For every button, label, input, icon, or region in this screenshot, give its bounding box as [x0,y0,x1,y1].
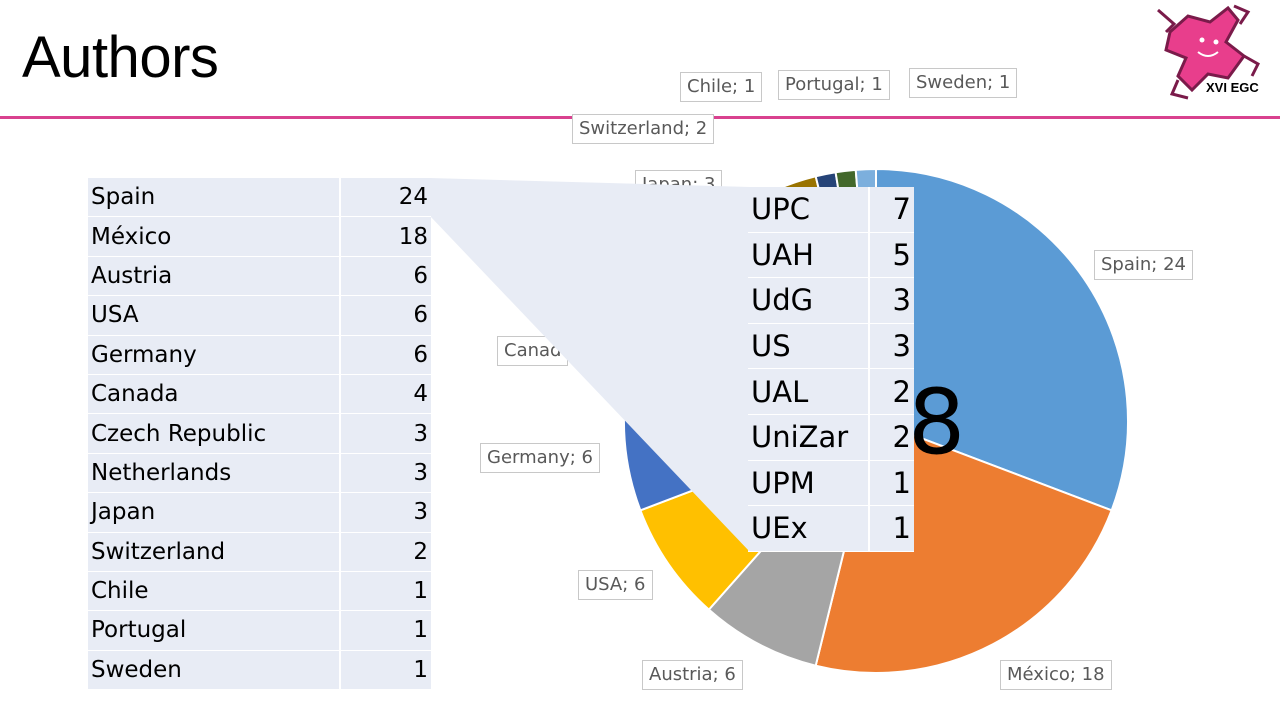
country-name: Austria [88,256,340,297]
table-row: Chile 1 [88,571,431,612]
table-row: USA 6 [88,295,431,336]
country-count: 3 [339,413,431,454]
table-row: UAL 2 [748,368,914,415]
country-name: USA [88,295,340,336]
country-name: Netherlands [88,453,340,494]
university-name: US [748,323,869,370]
country-name: Portugal [88,610,340,651]
country-count: 3 [339,492,431,533]
country-name: Sweden [88,650,340,691]
country-count: 2 [339,532,431,572]
table-row: Germany 6 [88,335,431,375]
table-row: Netherlands 3 [88,453,431,494]
table-row: Sweden 1 [88,650,431,691]
table-row: Austria 6 [88,256,431,297]
university-name: UPM [748,460,869,507]
table-row: Spain 24 [88,178,431,218]
table-row: Czech Republic 3 [88,413,431,454]
university-count: 2 [868,414,914,461]
table-row: UEx 1 [748,505,914,552]
university-name: UniZar [748,414,869,461]
data-label-mexico: México; 18 [1000,660,1112,690]
table-row: UPM 1 [748,460,914,507]
table-row: US 3 [748,323,914,370]
data-label-spain: Spain; 24 [1094,250,1193,280]
table-row: UPC 7 [748,187,914,233]
university-name: UAL [748,368,869,415]
university-count: 3 [868,323,914,370]
table-row: Japan 3 [88,492,431,533]
data-label-usa: USA; 6 [578,570,653,600]
country-table: Spain 24 México 18 Austria 6 USA 6 Germany 6 … [88,178,431,691]
university-count: 5 [868,232,914,279]
country-count: 1 [339,571,431,612]
country-name: Spain [88,178,340,218]
data-label-sweden: Sweden; 1 [909,68,1018,98]
logo-text: XVI EGC [1206,80,1259,95]
country-name: Canada [88,374,340,415]
country-count: 1 [339,650,431,691]
data-label-chile: Chile; 1 [680,72,763,102]
university-count: 3 [868,277,914,324]
partial-number: 8 [908,370,966,475]
table-row: UAH 5 [748,232,914,279]
table-row: UdG 3 [748,277,914,324]
university-name: UdG [748,277,869,324]
country-name: Germany [88,335,340,375]
university-name: UAH [748,232,869,279]
country-count: 6 [339,335,431,375]
country-count: 3 [339,453,431,494]
egc-logo-icon [1157,4,1260,100]
university-count: 2 [868,368,914,415]
university-count: 7 [868,187,914,233]
country-name: Japan [88,492,340,533]
table-row: México 18 [88,216,431,257]
table-row: Portugal 1 [88,610,431,651]
spain-breakdown-table: UPC 7 UAH 5 UdG 3 US 3 UAL 2 UniZar 2 UPM 1 UEx… [748,187,914,552]
country-count: 6 [339,256,431,297]
university-count: 1 [868,460,914,507]
country-name: Switzerland [88,532,340,572]
table-row: Switzerland 2 [88,532,431,572]
pie-slice-spain [875,167,1129,512]
data-label-austria: Austria; 6 [642,660,743,690]
data-label-switzerland: Switzerland; 2 [572,114,715,144]
country-name: México [88,216,340,257]
slide-title: Authors [22,25,219,90]
university-name: UPC [748,187,869,233]
university-name: UEx [748,505,869,552]
country-count: 1 [339,610,431,651]
country-name: Czech Republic [88,413,340,454]
country-count: 6 [339,295,431,336]
country-count: 4 [339,374,431,415]
data-label-germany: Germany; 6 [480,443,600,473]
data-label-portugal: Portugal; 1 [778,70,890,100]
country-count: 18 [339,216,431,257]
table-row: Canada 4 [88,374,431,415]
country-count: 24 [339,178,431,218]
table-row: UniZar 2 [748,414,914,461]
university-count: 1 [868,505,914,552]
country-name: Chile [88,571,340,612]
